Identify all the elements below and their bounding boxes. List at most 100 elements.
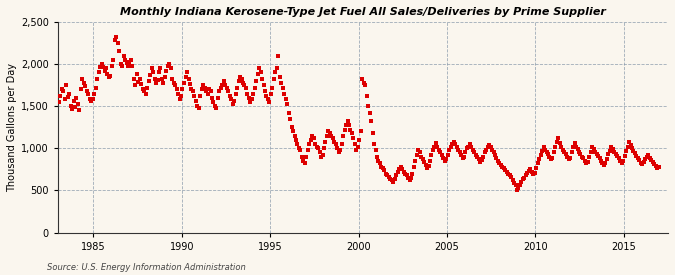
- Point: [188, 89, 198, 93]
- Point: [551, 139, 562, 144]
- Point: [392, 170, 403, 174]
- Point: [512, 187, 522, 192]
- Point: [244, 95, 254, 100]
- Point: [341, 122, 352, 127]
- Point: [590, 149, 601, 154]
- Point: [357, 77, 368, 81]
- Point: [59, 96, 70, 101]
- Point: [425, 159, 435, 163]
- Point: [238, 80, 248, 85]
- Point: [223, 89, 234, 93]
- Point: [133, 79, 144, 84]
- Point: [383, 175, 394, 179]
- Point: [202, 91, 213, 96]
- Point: [251, 79, 262, 83]
- Point: [454, 150, 465, 155]
- Point: [442, 153, 453, 157]
- Point: [601, 157, 612, 161]
- Point: [570, 144, 581, 149]
- Point: [301, 155, 312, 159]
- Point: [649, 162, 659, 166]
- Title: Monthly Indiana Kerosene-Type Jet Fuel All Sales/Deliveries by Prime Supplier: Monthly Indiana Kerosene-Type Jet Fuel A…: [120, 7, 606, 17]
- Point: [329, 139, 340, 144]
- Point: [404, 178, 415, 183]
- Point: [58, 89, 69, 93]
- Point: [450, 142, 460, 146]
- Point: [70, 105, 80, 109]
- Point: [84, 96, 95, 101]
- Point: [195, 94, 206, 98]
- Point: [376, 165, 387, 169]
- Point: [242, 91, 253, 96]
- Point: [587, 144, 597, 149]
- Point: [640, 157, 651, 161]
- Point: [646, 158, 657, 162]
- Point: [127, 64, 138, 68]
- Point: [74, 108, 85, 112]
- Point: [163, 64, 173, 68]
- Point: [143, 79, 154, 83]
- Point: [560, 152, 571, 156]
- Point: [352, 144, 363, 149]
- Point: [632, 155, 643, 160]
- Point: [385, 176, 396, 181]
- Point: [401, 173, 412, 177]
- Point: [101, 66, 111, 70]
- Point: [439, 159, 450, 163]
- Point: [635, 160, 646, 165]
- Point: [190, 99, 201, 103]
- Point: [205, 89, 216, 93]
- Point: [118, 53, 129, 58]
- Point: [612, 154, 623, 158]
- Point: [525, 167, 536, 172]
- Point: [394, 167, 404, 172]
- Point: [53, 100, 64, 104]
- Point: [603, 152, 614, 156]
- Point: [388, 180, 399, 184]
- Point: [463, 144, 474, 149]
- Point: [366, 119, 377, 123]
- Point: [96, 62, 107, 66]
- Point: [136, 82, 146, 86]
- Point: [389, 177, 400, 182]
- Point: [502, 170, 512, 174]
- Point: [417, 157, 428, 161]
- Point: [448, 139, 459, 144]
- Point: [643, 153, 653, 157]
- Point: [610, 152, 621, 156]
- Point: [605, 148, 616, 153]
- Point: [593, 154, 603, 158]
- Point: [273, 53, 284, 58]
- Point: [102, 72, 113, 76]
- Point: [211, 106, 222, 110]
- Point: [174, 97, 185, 101]
- Point: [252, 72, 263, 76]
- Point: [142, 86, 153, 90]
- Point: [400, 171, 410, 176]
- Point: [280, 97, 291, 101]
- Point: [519, 175, 530, 180]
- Point: [506, 175, 516, 179]
- Point: [397, 167, 408, 172]
- Point: [286, 125, 297, 130]
- Point: [56, 87, 67, 92]
- Point: [103, 75, 114, 80]
- Point: [535, 153, 546, 157]
- Point: [200, 89, 211, 93]
- Point: [124, 60, 135, 65]
- Point: [316, 155, 327, 159]
- Point: [529, 170, 540, 175]
- Point: [624, 140, 634, 145]
- Point: [583, 160, 593, 164]
- Point: [213, 95, 223, 100]
- Point: [351, 148, 362, 152]
- Point: [182, 70, 192, 75]
- Point: [164, 62, 175, 66]
- Point: [317, 153, 328, 157]
- Point: [176, 94, 186, 98]
- Point: [157, 77, 167, 81]
- Point: [140, 91, 151, 96]
- Point: [277, 86, 288, 90]
- Point: [208, 100, 219, 104]
- Point: [477, 158, 487, 162]
